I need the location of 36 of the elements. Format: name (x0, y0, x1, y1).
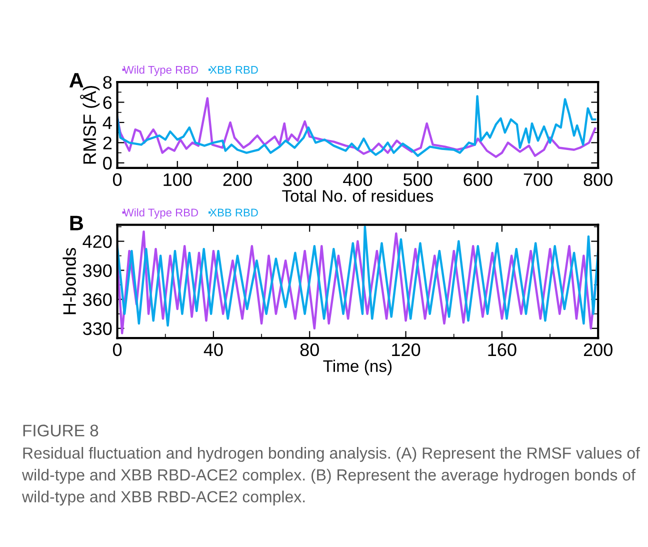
y-tick-label: 8 (103, 76, 112, 89)
text: Residual fluctuation and hydrogen bonding analysis. (A) Represent the RMSF values of wild-type and XBB RBD-ACE2 complex. (B) Represent the average hydrogen bonds of wild-type and XBB RBD-ACE2 complex. (22, 447, 640, 506)
y-tick-label: 0 (103, 156, 112, 170)
y-tick-label: 360 (82, 293, 112, 306)
x-axis-title: Total No. of residues (282, 190, 434, 202)
legend-label: Wild Type RBD (123, 66, 198, 76)
x-tick-label: 100 (164, 173, 192, 186)
x-tick-label: 160 (488, 343, 516, 356)
x-tick-label: 700 (524, 173, 552, 186)
x-axis-title: Time (ns) (323, 360, 392, 376)
x-tick-label: 120 (392, 343, 420, 356)
legend-label: XBB RBD (210, 208, 258, 216)
caption: FIGURE 8 (23, 424, 98, 436)
x-tick-label: 200 (584, 343, 612, 356)
legend-label: Wild Type RBD (123, 208, 198, 219)
text: B (70, 216, 83, 230)
y-tick-label: 2 (103, 136, 112, 150)
x-tick-label: 0 (112, 343, 122, 356)
y-tick-label: 420 (82, 235, 112, 248)
x-tick-label: 40 (204, 343, 223, 356)
y-tick-label: 330 (82, 322, 112, 336)
x-tick-label: 500 (403, 173, 432, 186)
text: A (69, 73, 84, 88)
x-tick-label: 400 (343, 173, 372, 186)
x-tick-label: 0 (112, 173, 122, 186)
y-axis-title: RMSF (Å) (80, 86, 100, 164)
y-tick-label: 390 (82, 264, 112, 278)
x-tick-label: 600 (464, 173, 492, 186)
y-tick-label: 6 (103, 96, 112, 109)
y-tick-label: 4 (102, 116, 112, 130)
legend-label: XBB RBD (210, 66, 258, 74)
y-axis-title: H-bonds (62, 248, 76, 314)
x-tick-label: 200 (223, 173, 252, 186)
x-tick-label: 800 (584, 173, 612, 186)
x-tick-label: 80 (300, 343, 319, 356)
x-tick-label: 300 (283, 173, 312, 186)
